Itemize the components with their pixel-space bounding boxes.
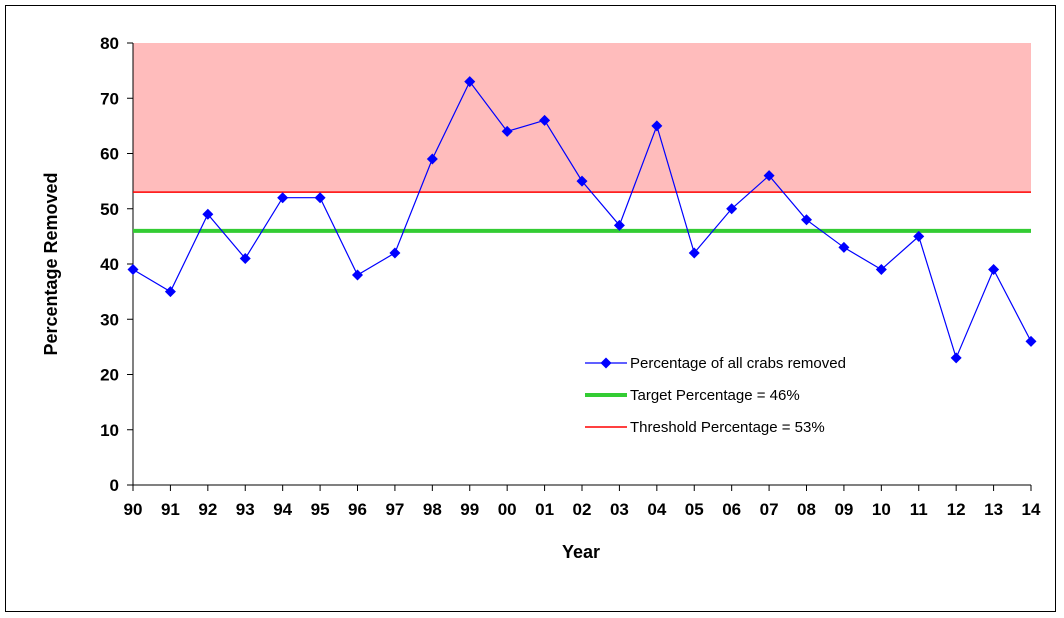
legend-swatch-marker xyxy=(600,357,612,369)
y-tick-label: 40 xyxy=(100,255,119,274)
x-tick-label: 92 xyxy=(198,500,217,519)
data-point xyxy=(426,153,438,165)
data-point xyxy=(314,192,326,204)
x-tick-label: 03 xyxy=(610,500,629,519)
y-tick-label: 80 xyxy=(100,34,119,53)
data-point xyxy=(464,76,476,88)
x-tick-label: 95 xyxy=(311,500,330,519)
data-point xyxy=(688,247,700,259)
x-tick-label: 94 xyxy=(273,500,292,519)
data-point xyxy=(838,241,850,253)
data-point xyxy=(913,230,925,242)
legend-label: Percentage of all crabs removed xyxy=(630,355,846,372)
data-point xyxy=(651,120,663,132)
data-point xyxy=(988,264,1000,276)
x-tick-label: 06 xyxy=(722,500,741,519)
x-tick-label: 90 xyxy=(124,500,143,519)
data-point xyxy=(539,114,551,126)
x-tick-label: 09 xyxy=(834,500,853,519)
data-point xyxy=(1025,335,1037,347)
data-point xyxy=(576,175,588,187)
data-point xyxy=(726,203,738,215)
x-tick-label: 11 xyxy=(910,500,928,519)
data-point xyxy=(389,247,401,259)
legend: Percentage of all crabs removed Target Pe… xyxy=(585,355,846,436)
reference-lines xyxy=(133,191,1031,233)
data-point xyxy=(202,208,214,220)
x-tick-label: 99 xyxy=(460,500,479,519)
x-tick-label: 08 xyxy=(797,500,816,519)
y-tick-label: 30 xyxy=(100,310,119,329)
x-tick-label: 10 xyxy=(872,500,891,519)
data-point xyxy=(875,264,887,276)
x-tick-label: 01 xyxy=(535,500,554,519)
axes xyxy=(127,42,1032,491)
x-tick-label: 13 xyxy=(984,500,1003,519)
y-tick-label: 50 xyxy=(100,200,119,219)
x-tick-label: 96 xyxy=(348,500,367,519)
y-tick-label: 60 xyxy=(100,145,119,164)
y-axis-title: Percentage Removed xyxy=(41,172,61,355)
y-tick-label: 20 xyxy=(100,366,119,385)
data-point xyxy=(950,352,962,364)
x-tick-label: 07 xyxy=(760,500,779,519)
series xyxy=(127,76,1037,364)
x-tick-label: 93 xyxy=(236,500,255,519)
data-point xyxy=(613,219,625,231)
x-tick-label: 04 xyxy=(647,500,666,519)
data-point xyxy=(164,286,176,298)
x-tick-label: 00 xyxy=(498,500,517,519)
x-tick-label: 05 xyxy=(685,500,704,519)
data-point xyxy=(127,264,139,276)
legend-label: Target Percentage = 46% xyxy=(630,387,800,404)
data-point xyxy=(277,192,289,204)
data-point xyxy=(763,170,775,182)
y-tick-label: 10 xyxy=(100,421,119,440)
y-tick-label: 70 xyxy=(100,89,119,108)
y-tick-label: 0 xyxy=(110,476,119,495)
x-axis-title: Year xyxy=(562,542,600,562)
shaded-region xyxy=(133,43,1031,193)
chart-frame: 0 10 20 30 40 50 60 70 80 90 91 92 93 94 95 96 97 98 99 00 0… xyxy=(5,5,1056,612)
x-tick-label: 12 xyxy=(947,500,966,519)
x-tick-label: 97 xyxy=(385,500,404,519)
threshold-exceeded-region xyxy=(133,43,1031,193)
legend-label: Threshold Percentage = 53% xyxy=(630,419,825,436)
data-point xyxy=(801,214,812,226)
data-point xyxy=(352,269,363,281)
x-tick-label: 02 xyxy=(573,500,592,519)
data-point xyxy=(239,252,251,264)
x-tick-label: 91 xyxy=(161,500,180,519)
x-tick-label: 98 xyxy=(423,500,442,519)
x-tick-label: 14 xyxy=(1022,500,1041,519)
